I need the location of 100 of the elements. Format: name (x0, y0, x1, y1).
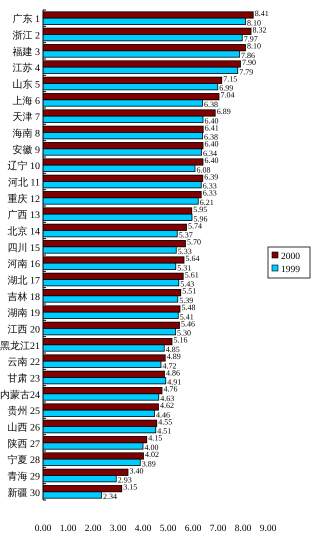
data-label: 5.31 (177, 263, 192, 272)
y-tick-label: 北京 14 (8, 226, 40, 238)
y-tick-label: 上海 6 (12, 94, 40, 107)
data-label: 6.41 (204, 123, 219, 132)
data-label: 7.97 (244, 34, 258, 44)
data-label: 5.96 (194, 214, 208, 224)
y-tick-label: 湖北 17 (8, 274, 40, 286)
data-label: 8.41 (254, 8, 269, 18)
data-label: 5.48 (182, 302, 196, 312)
data-label: 5.51 (182, 286, 196, 296)
y-tick-label: 重庆 12 (8, 192, 40, 205)
data-label: 8.32 (252, 25, 266, 34)
data-label: 4.62 (160, 400, 174, 410)
y-tick-label: 河南 16 (8, 258, 40, 270)
data-label: 4.85 (166, 345, 180, 354)
data-label: 6.39 (204, 172, 218, 182)
data-label: 5.43 (180, 280, 194, 289)
y-tick-label: 山东 5 (12, 78, 40, 90)
legend-label: 2000 (281, 252, 300, 262)
x-tick-label: 2.00 (84, 524, 102, 534)
data-label: 7.86 (241, 51, 255, 60)
data-label: 4.76 (164, 384, 178, 394)
data-label: 6.08 (196, 165, 210, 174)
y-tick-label: 吉林 18 (8, 290, 40, 303)
y-tick-label: 陕西 27 (8, 438, 40, 450)
data-label: 5.39 (179, 296, 194, 306)
x-tick-label: 7.00 (210, 524, 227, 534)
data-label: 4.15 (148, 434, 162, 443)
y-tick-label: 安徽 9 (12, 144, 40, 156)
y-tick-label: 江苏 4 (12, 62, 40, 74)
data-label: 4.91 (167, 378, 182, 387)
data-label: 5.46 (181, 319, 195, 328)
data-label: 3.89 (142, 459, 156, 468)
y-tick-label: 海南 8 (12, 128, 40, 140)
data-label: 6.40 (204, 156, 218, 165)
data-label: 5.30 (177, 328, 191, 338)
data-label: 6.33 (202, 182, 217, 191)
data-label: 6.40 (204, 116, 218, 126)
data-label: 3.40 (130, 466, 144, 476)
y-tick-label: 云南 22 (8, 356, 40, 368)
data-label: 8.10 (247, 18, 261, 28)
y-tick-label: 内蒙古24 (0, 388, 40, 401)
y-tick-label: 河北 11 (8, 176, 40, 188)
data-label: 6.21 (200, 198, 214, 208)
data-label: 5.64 (186, 254, 200, 263)
data-label: 7.90 (242, 58, 256, 67)
x-tick-label: 8.00 (234, 524, 252, 534)
data-label: 5.95 (193, 204, 208, 214)
data-label: 5.16 (174, 336, 188, 345)
data-label: 2.93 (118, 476, 132, 485)
x-tick-label: 6.00 (184, 524, 202, 534)
data-label: 6.99 (219, 84, 234, 93)
y-tick-label: 天津 7 (12, 111, 40, 124)
data-label: 4.46 (156, 410, 170, 420)
data-label: 6.38 (204, 100, 218, 110)
legend-label: 1999 (281, 265, 300, 275)
data-label: 4.51 (157, 426, 172, 436)
data-label: 4.00 (144, 443, 158, 452)
data-label: 6.38 (204, 132, 218, 142)
y-tick-label: 甘肃 23 (8, 372, 40, 384)
data-label: 6.40 (204, 140, 218, 149)
data-label: 4.63 (160, 394, 174, 404)
y-tick-label: 浙江 2 (12, 30, 40, 42)
data-label: 6.34 (203, 149, 217, 158)
y-tick-label: 贵州 25 (8, 405, 40, 418)
data-label: 6.89 (216, 106, 231, 116)
data-label: 7.04 (220, 90, 234, 100)
x-tick-label: 3.00 (110, 524, 127, 534)
data-label: 5.37 (178, 230, 193, 240)
data-label: 5.41 (180, 312, 194, 322)
x-tick-label: 5.00 (160, 524, 177, 534)
y-tick-label: 辽宁 10 (8, 160, 40, 172)
data-label: 4.72 (162, 361, 176, 370)
data-label: 4.55 (158, 417, 172, 426)
data-label: 4.86 (166, 368, 180, 378)
data-label: 2.34 (103, 492, 117, 502)
data-label: 4.02 (145, 450, 159, 459)
y-tick-label: 广东 1 (12, 13, 40, 26)
data-label: 6.33 (202, 188, 217, 198)
data-label: 4.89 (166, 352, 181, 361)
y-tick-label: 宁夏 28 (8, 454, 40, 466)
y-tick-label: 广西 13 (8, 209, 40, 222)
data-label: 8.10 (247, 42, 261, 51)
x-tick-label: 9.00 (260, 524, 277, 534)
data-label: 3.15 (123, 482, 138, 492)
y-tick-label: 青海 29 (8, 470, 40, 482)
y-tick-label: 山西 26 (8, 422, 40, 434)
y-tick-label: 湖南 19 (8, 307, 40, 320)
x-tick-label: 0.00 (34, 524, 52, 534)
y-tick-label: 黑龙江21 (0, 340, 40, 352)
y-tick-label: 新疆 30 (8, 486, 40, 499)
data-label: 5.70 (187, 238, 201, 247)
x-tick-label: 1.00 (60, 524, 77, 534)
data-label: 7.15 (223, 74, 238, 84)
data-label: 5.33 (178, 247, 192, 256)
y-tick-label: 江西 20 (8, 324, 40, 336)
data-label: 5.61 (184, 270, 199, 280)
y-tick-label: 四川 15 (8, 242, 40, 254)
x-tick-label: 4.00 (134, 524, 152, 534)
data-label: 7.79 (239, 67, 254, 76)
